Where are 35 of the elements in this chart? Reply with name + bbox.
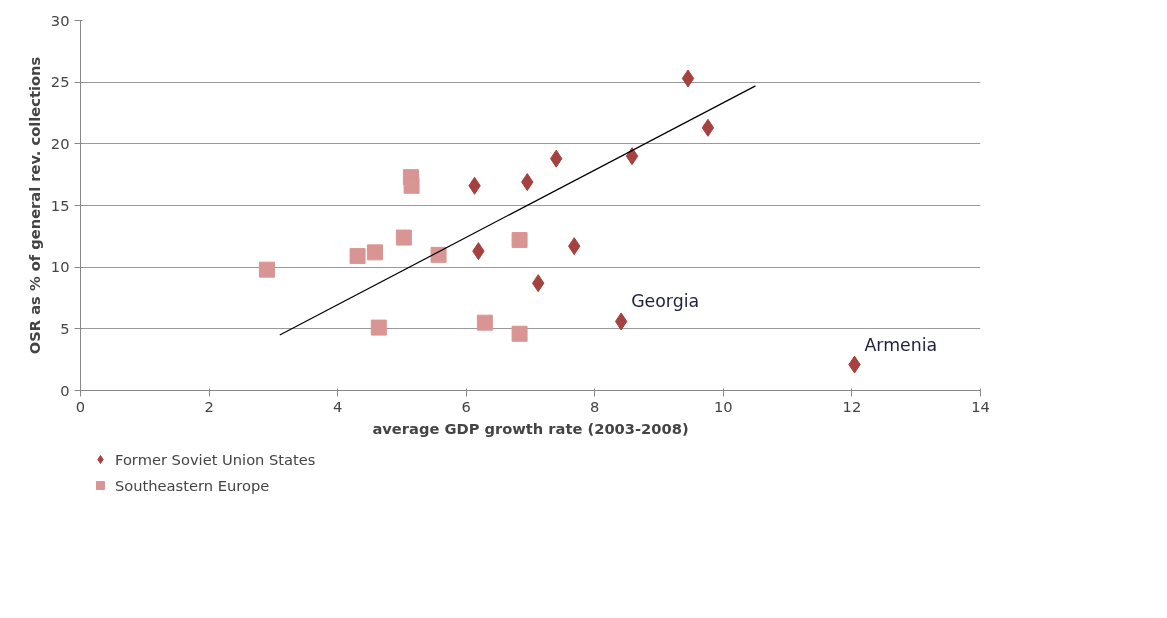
x-tick-label: 8	[590, 397, 600, 415]
point	[366, 244, 383, 261]
y-tick-label: 25	[50, 73, 70, 91]
x-axis-title: average GDP growth rate (2003-2008)	[372, 419, 689, 437]
point	[476, 314, 493, 331]
y-tick-label: 0	[60, 381, 70, 399]
x-tick-label: 12	[842, 397, 862, 415]
x-tick-label: 0	[75, 397, 86, 415]
y-tick-label: 15	[50, 196, 70, 214]
point	[614, 312, 628, 331]
x-tick-label: 10	[714, 397, 733, 415]
y-tick-label: 5	[60, 319, 70, 337]
point	[625, 147, 639, 166]
x-tick-label: 6	[461, 397, 471, 415]
x-tick-label: 2	[204, 397, 214, 415]
legend-label: Former Soviet Union States	[115, 450, 316, 468]
point	[403, 177, 420, 194]
point	[511, 325, 528, 342]
point	[258, 261, 275, 278]
point	[370, 319, 387, 336]
y-tick-label: 20	[50, 134, 70, 152]
y-tick-label: 10	[50, 258, 70, 276]
point	[511, 232, 528, 249]
x-tick-label: 14	[971, 397, 990, 415]
y-tick-label: 30	[50, 11, 70, 29]
point	[430, 246, 447, 263]
point	[701, 118, 715, 137]
point	[681, 69, 695, 88]
legend-label: Southeastern Europe	[115, 476, 270, 494]
point	[349, 248, 366, 265]
annotation: Armenia	[864, 334, 938, 355]
point	[395, 229, 412, 246]
annotation: Georgia	[631, 291, 700, 312]
y-axis-title: OSR as % of general rev. collections	[25, 56, 43, 355]
x-tick-label: 4	[332, 397, 343, 415]
